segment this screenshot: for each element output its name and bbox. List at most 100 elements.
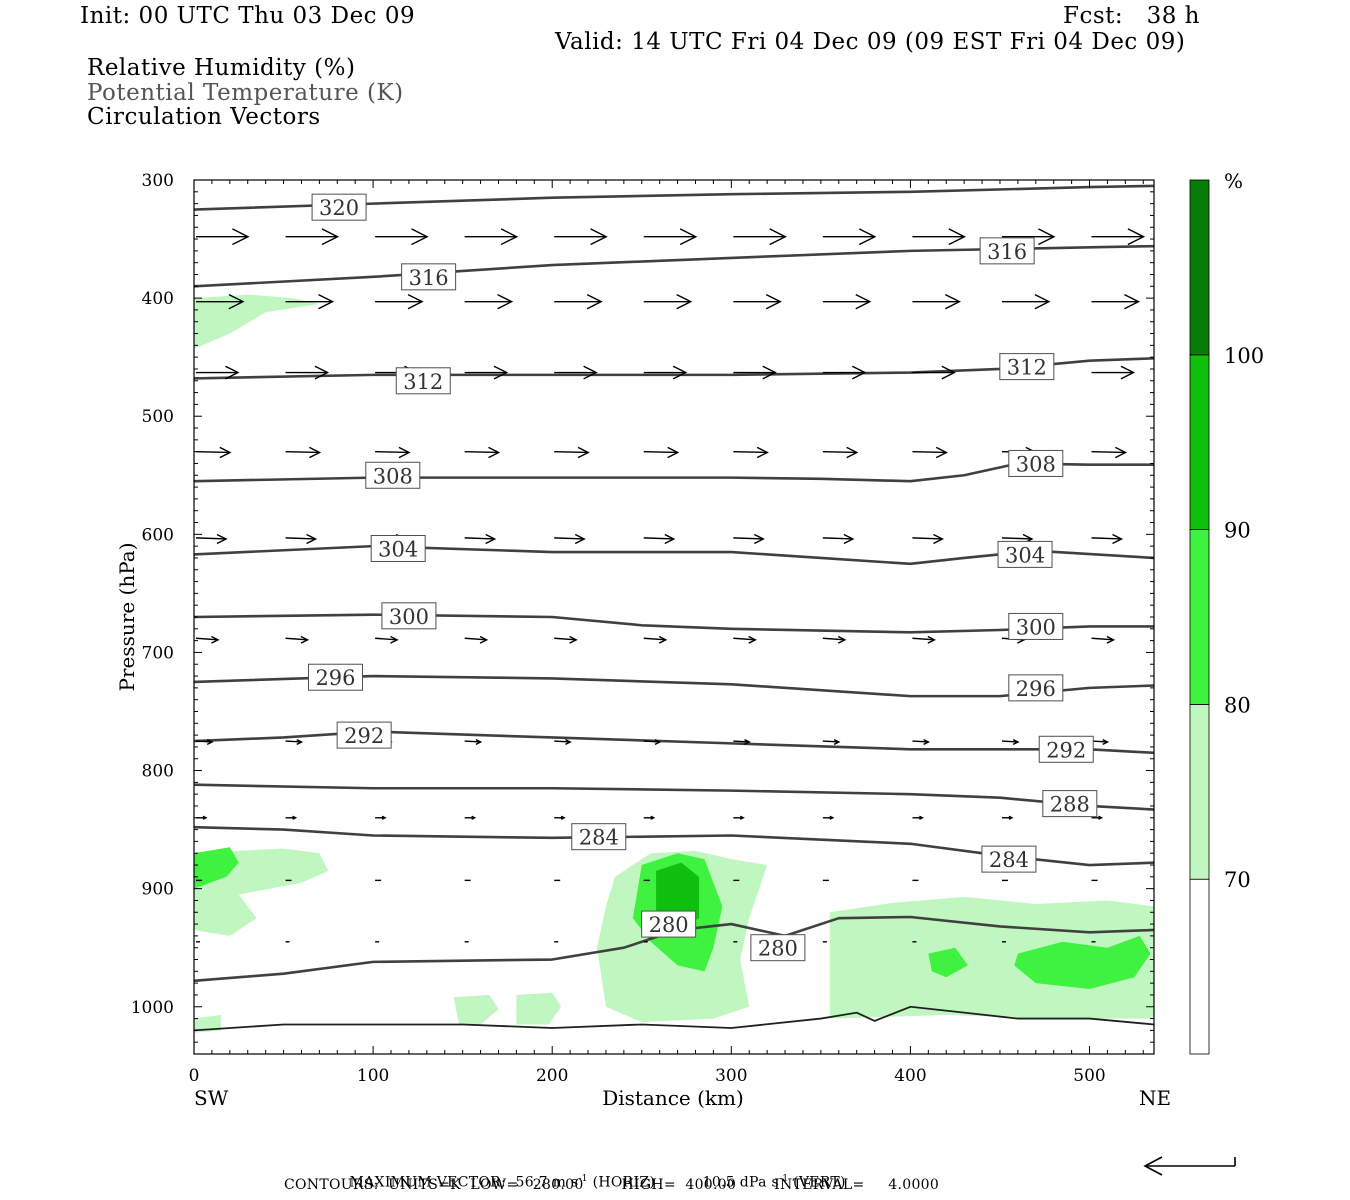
vector-shaft xyxy=(643,537,674,540)
vector-head xyxy=(843,533,855,545)
circulation-vector xyxy=(464,815,477,820)
contour-label-text: 308 xyxy=(1016,452,1056,476)
contour-label: 304 xyxy=(370,534,426,562)
contour-label-box xyxy=(336,721,392,749)
contour-label-text: 300 xyxy=(1016,615,1056,639)
circulation-vector xyxy=(196,228,250,246)
vector-shaft xyxy=(375,637,398,641)
vector-shaft xyxy=(733,637,756,641)
vert-exponent: -1 xyxy=(778,1174,789,1184)
vector-shaft xyxy=(912,537,943,540)
contour-label-box xyxy=(370,534,426,562)
contour-label-text: 292 xyxy=(344,724,384,748)
vector-head xyxy=(748,635,757,644)
vector-head xyxy=(676,293,693,310)
vector-head xyxy=(1127,228,1146,246)
vector-head xyxy=(560,815,566,820)
circulation-vector xyxy=(1091,446,1128,459)
circulation-vector xyxy=(285,228,340,246)
contour-label-text: 304 xyxy=(1005,543,1045,567)
contour-label-text: 280 xyxy=(649,913,689,937)
vector-shaft xyxy=(733,450,768,454)
circulation-vector xyxy=(1001,293,1051,310)
circulation-vector xyxy=(733,815,745,820)
circulation-vector xyxy=(912,815,924,820)
vector-head xyxy=(935,446,948,459)
circulation-vector xyxy=(464,533,497,545)
circulation-vector xyxy=(554,365,598,380)
x-tick-label: 400 xyxy=(894,1066,926,1086)
circulation-vector xyxy=(285,533,318,545)
contour-label-box xyxy=(365,461,421,489)
circulation-vector xyxy=(285,293,335,310)
vector-shaft xyxy=(822,537,853,540)
horiz-tag: (HORIZ) xyxy=(592,1174,656,1191)
vector-head xyxy=(855,293,872,310)
y-tick-label: 800 xyxy=(142,762,174,782)
vector-head xyxy=(933,533,944,545)
contour-label: 308 xyxy=(365,461,421,489)
contour-label-box xyxy=(307,663,363,691)
contour-label-box xyxy=(1008,449,1064,477)
circulation-vector xyxy=(554,228,608,246)
vector-head xyxy=(407,293,424,310)
vector-head xyxy=(754,533,765,545)
contour-label: 280 xyxy=(750,934,806,962)
x-axis-title: Distance (km) xyxy=(602,1086,744,1110)
vector-head xyxy=(919,815,924,820)
vector-head xyxy=(740,815,745,820)
contour-label-box xyxy=(641,910,697,938)
vector-head xyxy=(1112,533,1124,545)
circulation-vector xyxy=(912,228,966,246)
vector-shaft xyxy=(822,740,839,743)
circulation-vector xyxy=(195,533,228,545)
circulation-vector xyxy=(643,533,676,545)
colorbar-level-label: 70 xyxy=(1224,868,1251,892)
vector-head xyxy=(314,365,330,380)
vector-head xyxy=(565,738,572,745)
vector-shaft xyxy=(195,637,219,641)
circulation-vector xyxy=(375,293,424,310)
vector-shaft xyxy=(733,537,764,540)
circulation-vector xyxy=(375,446,411,459)
circulation-vector xyxy=(464,738,483,745)
circulation-vector xyxy=(643,293,693,310)
vector-layer xyxy=(195,228,1146,943)
vector-shaft xyxy=(554,637,577,641)
contour-label: 304 xyxy=(997,540,1053,568)
x-tick-label: 0 xyxy=(189,1066,200,1086)
rh-region xyxy=(829,896,1154,1019)
contour-label: 312 xyxy=(395,367,451,395)
vector-head xyxy=(829,815,835,820)
circulation-vector xyxy=(196,365,240,380)
axes-layer: 300 400 500 600 700 800 900 1000 0 100 200 300 400 50… xyxy=(131,171,1155,1086)
rh-region xyxy=(453,994,499,1025)
vector-head xyxy=(664,533,676,545)
vector-shaft xyxy=(733,740,750,743)
vector-shaft xyxy=(464,450,499,454)
circulation-vector xyxy=(643,446,680,459)
colorbar-segment xyxy=(1189,179,1210,356)
circulation-vector xyxy=(1091,228,1146,246)
circulation-vector xyxy=(733,365,777,380)
vector-head xyxy=(846,446,859,459)
vector-shaft xyxy=(822,637,845,641)
contour-label-text: 304 xyxy=(378,537,418,561)
circulation-vector xyxy=(195,635,220,644)
vector-shaft xyxy=(195,450,231,454)
circulation-vector xyxy=(554,738,572,745)
circulation-vector xyxy=(1091,738,1110,745)
vector-head xyxy=(744,738,751,745)
contour-label-box xyxy=(395,367,451,395)
circulation-vector xyxy=(464,365,509,380)
vector-head xyxy=(411,228,429,246)
circulation-vector xyxy=(1091,533,1124,545)
vector-shaft xyxy=(1091,740,1108,743)
vector-head xyxy=(390,635,399,644)
contour-label-box xyxy=(750,934,806,962)
contour-label-box xyxy=(997,540,1053,568)
circulation-vector xyxy=(912,738,930,745)
x-tick-label: 500 xyxy=(1073,1066,1105,1086)
surface-line xyxy=(193,1005,1155,1032)
vector-head xyxy=(500,228,519,246)
